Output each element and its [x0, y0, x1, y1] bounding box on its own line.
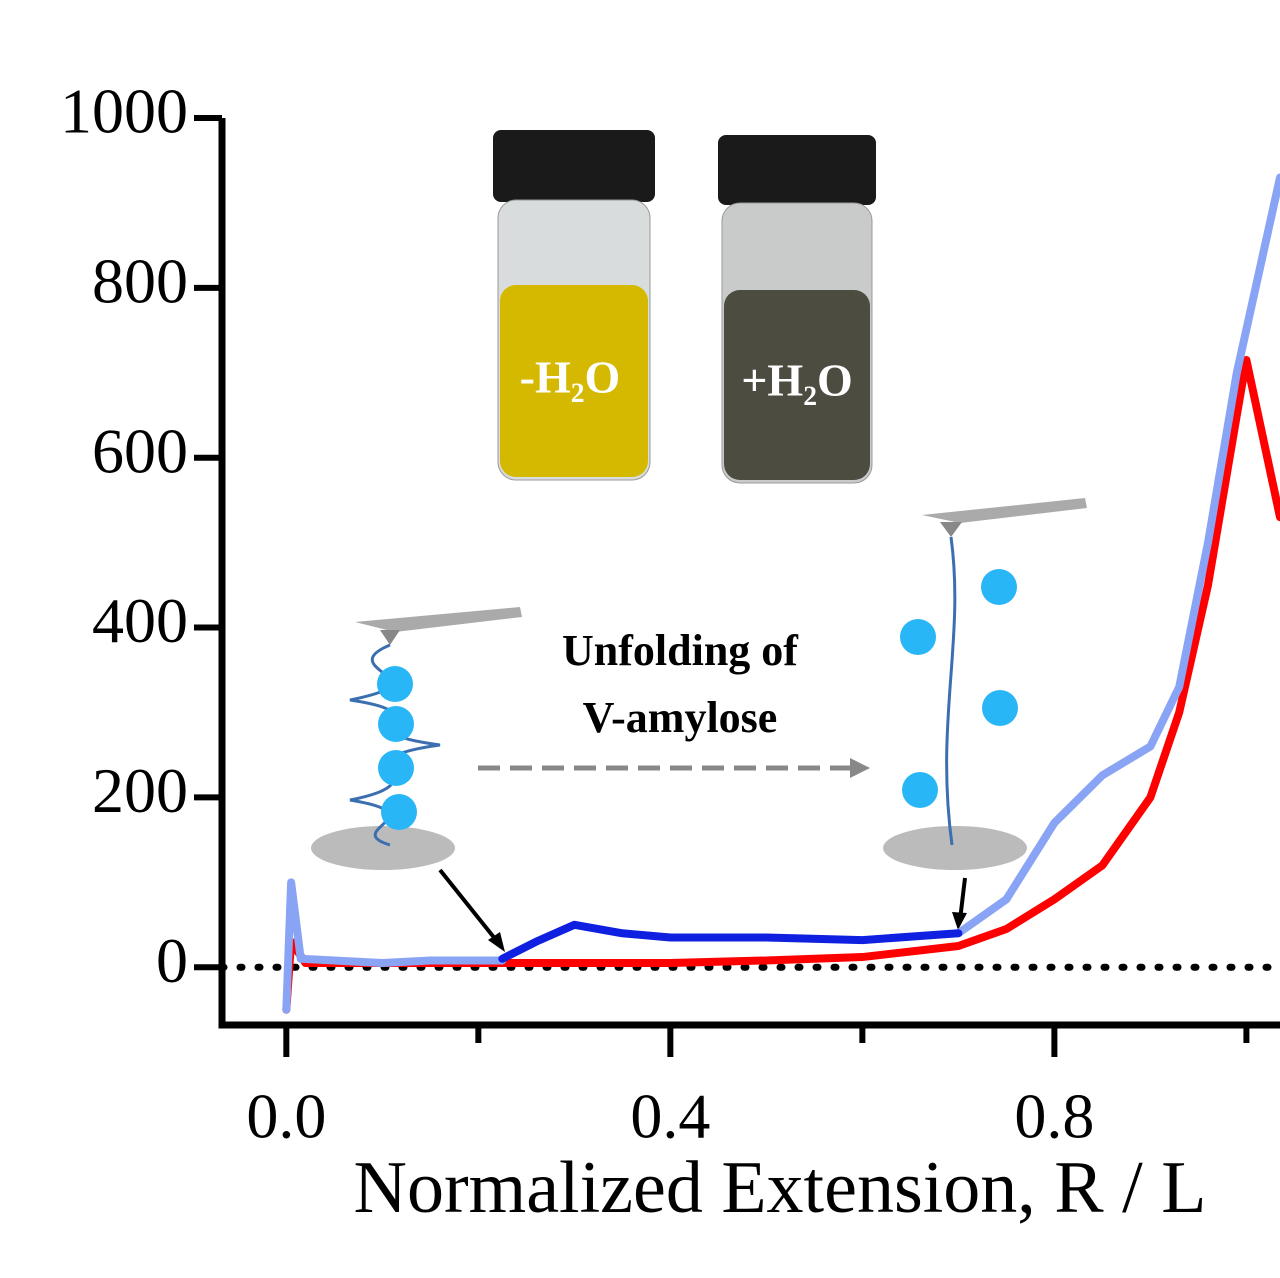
illustration [311, 498, 1087, 952]
vial-photo: -H₂O +H₂O [493, 130, 876, 484]
x-tick-label: 0.0 [246, 1081, 326, 1152]
annotation: Unfolding of [562, 626, 799, 675]
annotation: V-amylose [583, 693, 778, 742]
y-tick-label: 0 [156, 925, 188, 996]
x-tick-label: 0.4 [630, 1081, 710, 1152]
data-line [282, 173, 1280, 1014]
y-tick-label: 1000 [60, 76, 188, 147]
x-axis-label: Normalized Extension, R / L [354, 1147, 1207, 1229]
y-tick-label: 400 [92, 585, 188, 656]
vial-label: +H₂O [741, 355, 853, 406]
y-tick-label: 800 [92, 246, 188, 317]
vial-label: -H₂O [520, 352, 621, 403]
y-tick-label: 200 [92, 755, 188, 826]
y-tick-label: 600 [92, 415, 188, 486]
axes [218, 118, 1280, 1029]
data-line [498, 920, 963, 963]
x-tick-label: 0.8 [1014, 1081, 1094, 1152]
